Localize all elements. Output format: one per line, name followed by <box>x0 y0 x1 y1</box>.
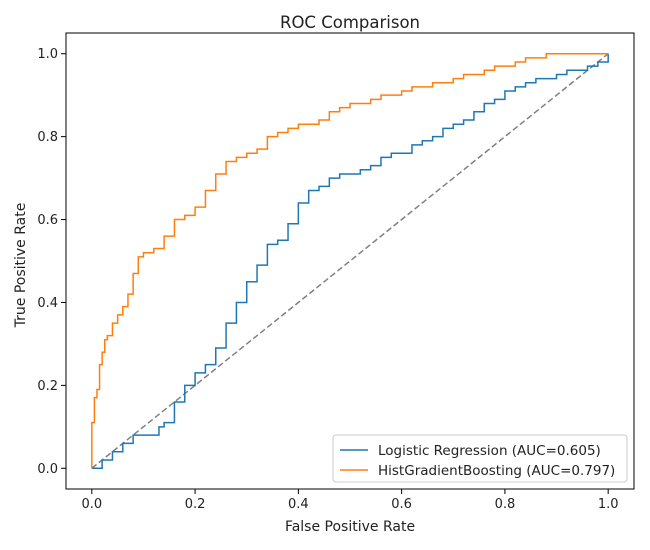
series-layer <box>91 52 609 470</box>
chart-title: ROC Comparison <box>280 13 420 32</box>
x-tick-label: 0.6 <box>391 497 412 512</box>
x-tick-label: 1.0 <box>598 497 619 512</box>
logistic-regression-roc-line <box>91 53 609 470</box>
y-tick-label: 1.0 <box>37 47 58 62</box>
y-axis-ticks: 0.0 0.2 0.4 0.6 0.8 1.0 <box>37 47 66 477</box>
x-tick-label: 0.4 <box>288 497 309 512</box>
legend-label-histgradientboosting: HistGradientBoosting (AUC=0.797) <box>378 463 615 479</box>
histgradientboosting-roc-line <box>91 52 609 469</box>
y-tick-label: 0.8 <box>37 130 58 145</box>
chance-reference-line <box>91 53 609 469</box>
y-tick-label: 0.4 <box>37 296 58 311</box>
x-tick-label: 0.2 <box>185 497 206 512</box>
legend: Logistic Regression (AUC=0.605) HistGrad… <box>332 434 628 483</box>
legend-box <box>332 434 628 483</box>
plot-frame <box>65 32 635 490</box>
x-axis-title: False Positive Rate <box>285 519 415 535</box>
x-tick-label: 0.0 <box>81 497 102 512</box>
y-axis-title: True Positive Rate <box>13 203 29 329</box>
y-tick-label: 0.0 <box>37 462 58 477</box>
y-tick-label: 0.2 <box>37 379 58 394</box>
x-tick-label: 0.8 <box>495 497 516 512</box>
x-axis-ticks: 0.0 0.2 0.4 0.6 0.8 1.0 <box>81 489 619 512</box>
y-tick-label: 0.6 <box>37 213 58 228</box>
legend-label-logistic-regression: Logistic Regression (AUC=0.605) <box>378 443 601 459</box>
